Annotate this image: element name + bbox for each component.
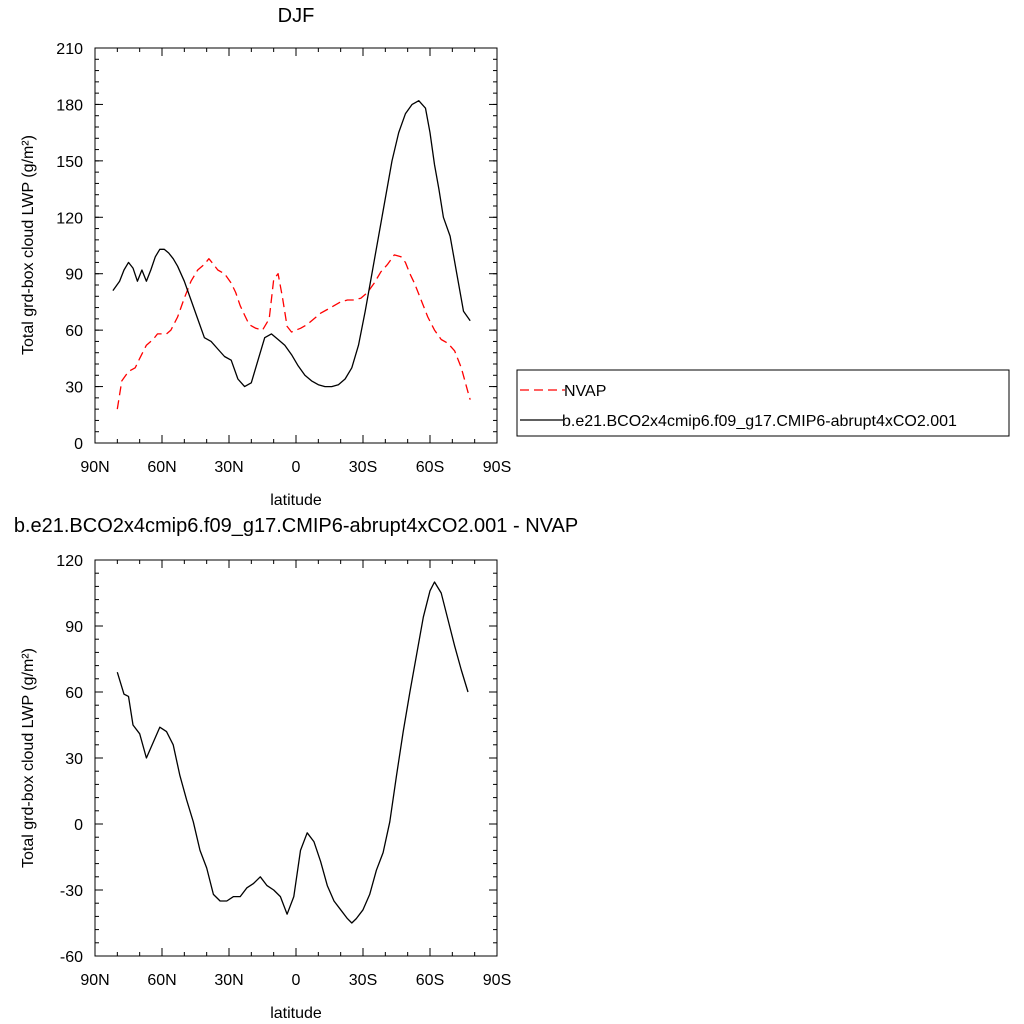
y-axis-label: Total grd-box cloud LWP (g/m²) (20, 135, 37, 355)
series-line-1 (112, 100, 471, 388)
y-tick-label: 60 (65, 685, 83, 702)
y-tick-label: 120 (56, 553, 83, 570)
series-lines (112, 100, 471, 410)
legend-box (516, 369, 1010, 437)
y-tick-label: 30 (65, 751, 83, 768)
x-tick-label: 90N (80, 972, 109, 989)
panel-djf: DJF 90N 60N 30N 0 30S 60S 90S 0 30 60 90 120 150 180… (20, 5, 1010, 509)
plot-frame (94, 559, 498, 957)
y-tick-label: 0 (74, 817, 83, 834)
series-lines (116, 581, 469, 924)
y-tick-label: -60 (60, 949, 83, 966)
x-axis-label: latitude (270, 1005, 322, 1022)
y-tick-label: 90 (65, 267, 83, 284)
legend: NVAP b.e21.BCO2x4cmip6.f09_g17.CMIP6-abr… (516, 369, 1010, 437)
y-tick-label: 180 (56, 97, 83, 114)
y-tick-labels: 0 30 60 90 120 150 180 210 (56, 41, 83, 453)
legend-label-nvap: NVAP (564, 383, 606, 400)
y-tick-labels: -60 -30 0 30 60 90 120 (56, 553, 83, 966)
panel-difference: b.e21.BCO2x4cmip6.f09_g17.CMIP6-abrupt4x… (14, 515, 578, 1022)
x-tick-label: 60N (147, 972, 176, 989)
axis-ticks (94, 47, 498, 444)
x-tick-label: 30S (349, 972, 377, 989)
x-tick-label: 30N (214, 972, 243, 989)
x-axis-label: latitude (270, 492, 322, 509)
x-tick-label: 30S (349, 459, 377, 476)
y-tick-label: -30 (60, 883, 83, 900)
y-tick-label: 120 (56, 210, 83, 227)
y-axis-label: Total grd-box cloud LWP (g/m²) (20, 648, 37, 868)
x-tick-label: 90S (483, 459, 511, 476)
series-line-0 (116, 254, 471, 410)
chart-title: b.e21.BCO2x4cmip6.f09_g17.CMIP6-abrupt4x… (14, 515, 578, 537)
legend-label-model: b.e21.BCO2x4cmip6.f09_g17.CMIP6-abrupt4x… (562, 413, 957, 430)
chart-title: DJF (278, 5, 315, 27)
y-tick-label: 210 (56, 41, 83, 58)
y-tick-label: 90 (65, 619, 83, 636)
x-tick-labels: 90N 60N 30N 0 30S 60S 90S (80, 459, 511, 476)
plot-frame (94, 47, 498, 444)
axis-ticks (94, 559, 498, 957)
y-tick-label: 60 (65, 323, 83, 340)
x-tick-label: 30N (214, 459, 243, 476)
x-tick-label: 90N (80, 459, 109, 476)
x-tick-label: 60S (416, 459, 444, 476)
y-tick-label: 0 (74, 436, 83, 453)
x-tick-labels: 90N 60N 30N 0 30S 60S 90S (80, 972, 511, 989)
series-line-0 (116, 581, 469, 924)
x-tick-label: 60S (416, 972, 444, 989)
x-tick-label: 0 (292, 459, 301, 476)
x-tick-label: 90S (483, 972, 511, 989)
y-tick-label: 150 (56, 154, 83, 171)
x-tick-label: 0 (292, 972, 301, 989)
x-tick-label: 60N (147, 459, 176, 476)
y-tick-label: 30 (65, 380, 83, 397)
